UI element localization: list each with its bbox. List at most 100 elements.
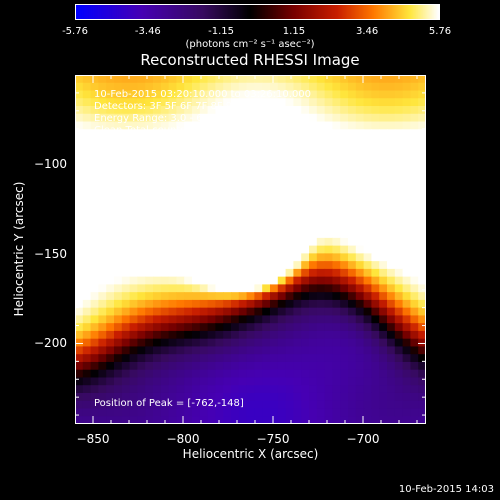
- heatmap-cell: [418, 400, 426, 410]
- heatmap-cell: [293, 284, 302, 293]
- heatmap-cell: [262, 191, 271, 200]
- heatmap-cell: [324, 408, 333, 417]
- heatmap-cell: [129, 98, 138, 107]
- heatmap-cell: [355, 113, 365, 123]
- heatmap-cell: [363, 82, 372, 92]
- heatmap-cell: [106, 299, 115, 309]
- heatmap-cell: [215, 82, 224, 92]
- heatmap-cell: [137, 230, 146, 239]
- heatmap-cell: [324, 129, 333, 138]
- heatmap-cell: [153, 90, 162, 99]
- heatmap-cell: [340, 168, 349, 177]
- heatmap-cell: [238, 152, 248, 161]
- heatmap-cell: [254, 82, 263, 92]
- heatmap-cell: [254, 152, 263, 161]
- heatmap-cell: [254, 323, 263, 332]
- heatmap-cell: [363, 98, 372, 107]
- heatmap-cell: [371, 168, 380, 177]
- heatmap-cell: [231, 191, 240, 200]
- heatmap-cell: [418, 214, 426, 223]
- heatmap-cell: [410, 253, 419, 262]
- heatmap-cell: [402, 338, 411, 348]
- heatmap-cell: [145, 175, 154, 185]
- heatmap-cell: [153, 284, 162, 293]
- heatmap-cell: [316, 276, 326, 285]
- heatmap-cell: [309, 222, 318, 231]
- heatmap-cell: [402, 183, 411, 192]
- heatmap-cell: [301, 315, 310, 324]
- heatmap-cell: [184, 307, 193, 317]
- heatmap-cell: [418, 292, 426, 301]
- heatmap-cell: [293, 369, 302, 379]
- heatmap-cell: [301, 183, 310, 192]
- heatmap-cell: [363, 199, 372, 208]
- heatmap-cell: [106, 400, 115, 410]
- heatmap-cell: [114, 361, 123, 371]
- heatmap-cell: [238, 160, 248, 169]
- heatmap-cell: [324, 82, 333, 92]
- heatmap-cell: [199, 106, 209, 115]
- heatmap-cell: [277, 183, 287, 192]
- heatmap-cell: [231, 369, 240, 379]
- heatmap-cell: [371, 323, 380, 332]
- heatmap-cell: [355, 144, 365, 154]
- y-tick-label: −100: [34, 157, 67, 172]
- heatmap-cell: [332, 392, 341, 402]
- heatmap-cell: [363, 144, 372, 154]
- heatmap-cell: [207, 214, 216, 223]
- heatmap-cell: [176, 98, 185, 107]
- heatmap-cell: [114, 222, 123, 231]
- heatmap-cell: [82, 113, 92, 123]
- heatmap-cell: [309, 385, 318, 394]
- heatmap-cell: [355, 299, 365, 309]
- heatmap-cell: [114, 307, 123, 317]
- heatmap-cell: [246, 245, 255, 254]
- heatmap-cell: [371, 82, 380, 92]
- heatmap-cell: [293, 268, 302, 278]
- heatmap-cell: [192, 315, 201, 324]
- heatmap-cell: [137, 323, 146, 332]
- heatmap-cell: [270, 206, 279, 216]
- heatmap-cell: [223, 152, 232, 161]
- heatmap-cell: [355, 408, 365, 417]
- heatmap-cell: [75, 299, 84, 309]
- heatmap-cell: [285, 230, 294, 239]
- heatmap-cell: [176, 276, 185, 285]
- heatmap-cell: [418, 354, 426, 363]
- heatmap-cell: [246, 261, 255, 270]
- heatmap-cell: [129, 137, 138, 146]
- heatmap-cell: [410, 113, 419, 123]
- heatmap-cell: [192, 199, 201, 208]
- heatmap-cell: [332, 206, 341, 216]
- heatmap-cell: [316, 369, 326, 379]
- heatmap-cell: [394, 90, 404, 99]
- heatmap-cell: [394, 392, 404, 402]
- heatmap-cell: [285, 261, 294, 270]
- heatmap-cell: [277, 400, 287, 410]
- heatmap-cell: [262, 299, 271, 309]
- heatmap-cell: [199, 230, 209, 239]
- heatmap-cell: [90, 354, 99, 363]
- heatmap-cell: [192, 416, 201, 424]
- heatmap-cell: [379, 292, 388, 301]
- heatmap-cell: [340, 268, 349, 278]
- heatmap-cell: [168, 346, 177, 355]
- heatmap-cell: [98, 129, 107, 138]
- heatmap-cell: [106, 323, 115, 332]
- heatmap-cell: [75, 268, 84, 278]
- heatmap-cell: [145, 144, 154, 154]
- heatmap-cell: [371, 346, 380, 355]
- heatmap-cell: [145, 323, 154, 332]
- heatmap-cell: [82, 354, 92, 363]
- heatmap-cell: [114, 369, 123, 379]
- heatmap-cell: [340, 152, 349, 161]
- heatmap-cell: [129, 230, 138, 239]
- heatmap-cell: [410, 385, 419, 394]
- heatmap-cell: [301, 222, 310, 231]
- heatmap-cell: [324, 98, 333, 107]
- heatmap-cell: [129, 129, 138, 138]
- heatmap-cell: [184, 75, 193, 84]
- heatmap-cell: [153, 222, 162, 231]
- heatmap-cell: [145, 354, 154, 363]
- heatmap-cell: [153, 137, 162, 146]
